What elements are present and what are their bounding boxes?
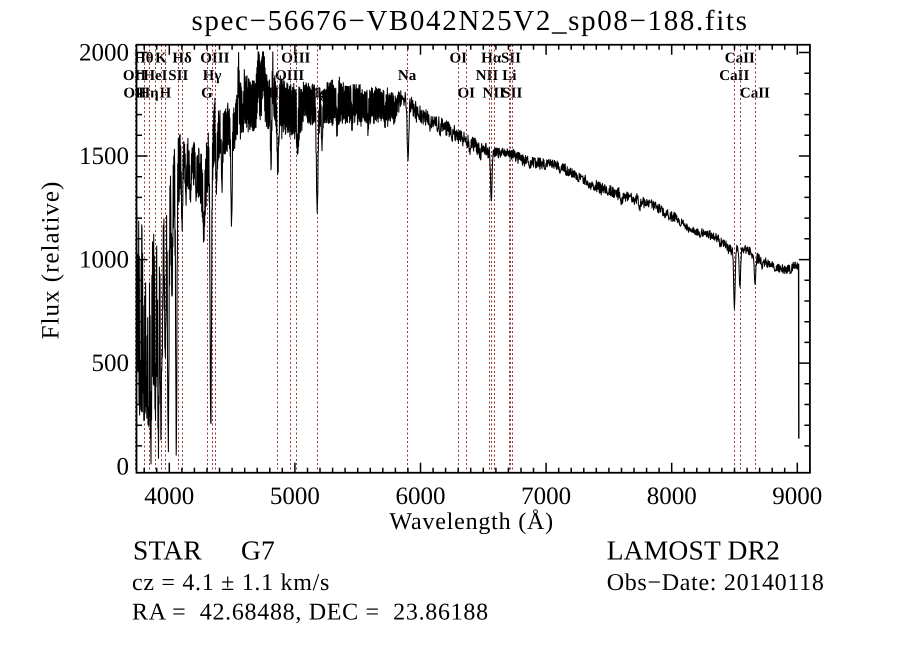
svg-text:SII: SII (502, 86, 522, 102)
svg-text:G7: G7 (241, 535, 275, 566)
svg-text:1000: 1000 (79, 247, 129, 274)
svg-text:OIII: OIII (275, 68, 304, 84)
svg-text:7000: 7000 (521, 483, 571, 510)
svg-text:OI: OI (457, 86, 475, 102)
svg-text:Wavelength (Å): Wavelength (Å) (389, 509, 554, 535)
svg-text:8000: 8000 (647, 483, 697, 510)
svg-text:NII: NII (483, 86, 506, 102)
svg-text:NII: NII (476, 68, 499, 84)
svg-text:LAMOST DR2: LAMOST DR2 (607, 535, 780, 566)
svg-text:CaII: CaII (725, 51, 755, 67)
svg-text:OII: OII (123, 68, 147, 84)
svg-text:OIII: OIII (200, 51, 229, 67)
svg-text:9000: 9000 (772, 483, 822, 510)
svg-text:Hη: Hη (139, 86, 159, 102)
svg-text:OIII: OIII (281, 51, 310, 67)
svg-text:2000: 2000 (79, 40, 129, 67)
svg-text:H: H (159, 86, 171, 102)
svg-text:5000: 5000 (270, 483, 320, 510)
svg-text:0: 0 (117, 454, 130, 481)
svg-text:G: G (201, 86, 213, 102)
svg-text:STAR: STAR (133, 535, 202, 566)
svg-text:cz = 4.1 ± 1.1 km/s: cz = 4.1 ± 1.1 km/s (132, 570, 330, 596)
svg-text:RA = 42.68488, DEC = 23.8618: RA = 42.68488, DEC = 23.86188 (132, 600, 489, 626)
svg-text:1500: 1500 (79, 143, 129, 170)
svg-text:Flux (relative): Flux (relative) (38, 181, 65, 340)
svg-text:Obs−Date: 20140118: Obs−Date: 20140118 (607, 570, 825, 596)
svg-text:spec−56676−VB042N25V2_sp08−188: spec−56676−VB042N25V2_sp08−188.fits (191, 5, 748, 37)
svg-text:Hθ: Hθ (134, 51, 154, 67)
svg-text:CaII: CaII (740, 86, 770, 102)
svg-text:500: 500 (92, 350, 130, 377)
svg-text:SII: SII (501, 51, 521, 67)
svg-text:4000: 4000 (144, 483, 194, 510)
svg-text:OII: OII (123, 86, 147, 102)
svg-text:6000: 6000 (396, 483, 446, 510)
